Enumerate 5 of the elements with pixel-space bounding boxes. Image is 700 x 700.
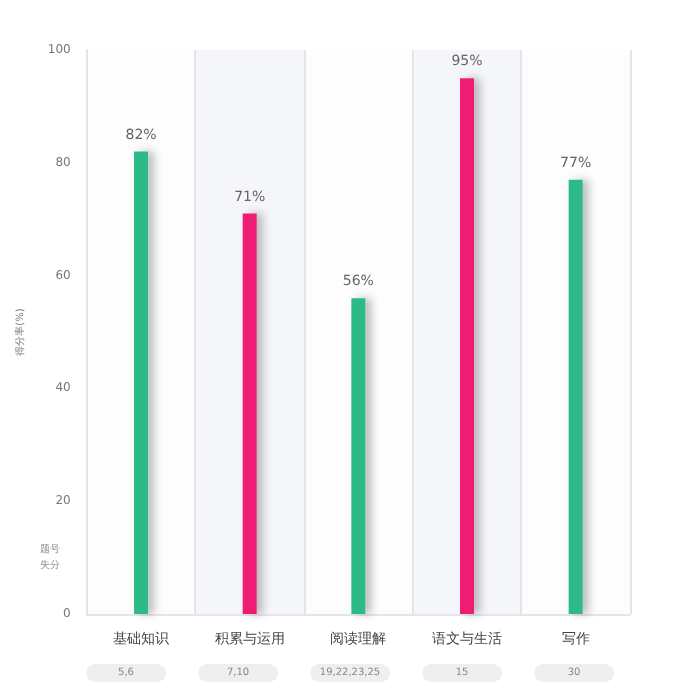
bar <box>460 78 475 614</box>
bar <box>351 298 366 614</box>
bar <box>134 151 149 614</box>
bar <box>568 179 583 614</box>
bar <box>242 213 257 614</box>
